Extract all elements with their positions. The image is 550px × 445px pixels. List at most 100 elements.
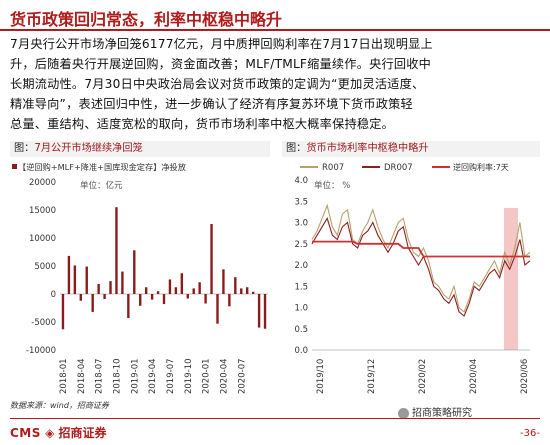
x-tick-label: 2020-07 (237, 358, 247, 394)
bar (210, 224, 213, 294)
bar (144, 287, 148, 294)
x-tick-label: 2018-10 (112, 358, 122, 394)
bar (251, 291, 255, 294)
company-logo: CMS ◈ 招商证券 (10, 424, 107, 441)
series-line-1 (311, 216, 531, 317)
bar (186, 294, 189, 299)
legend-r007: R007 (322, 163, 344, 173)
bar (150, 294, 154, 300)
x-tick-label: 2020/06 (520, 359, 530, 394)
y-tick-label: 3.0 (294, 219, 308, 229)
bar (97, 283, 100, 294)
bar (234, 277, 237, 294)
bar (73, 265, 77, 294)
bar (139, 294, 142, 306)
x-tick-label: 2018-04 (77, 358, 87, 394)
y-tick-label: 15000 (29, 206, 56, 216)
bar (174, 287, 178, 294)
wechat-tag: 招商策略研究 (398, 404, 472, 419)
bar (198, 282, 201, 294)
summary-line: 7月央行公开市场净回笼6177亿元，月中质押回购利率在7月17日出现明显上 (10, 37, 433, 51)
right-chart-title: 图：货币市场利率中枢稳中略升 (282, 141, 540, 157)
bar (61, 294, 65, 330)
series-line-2 (312, 240, 530, 258)
wechat-name: 招商策略研究 (412, 408, 472, 419)
left-chart-title: 图：7月公开市场继续净回笼 (10, 141, 270, 157)
x-tick-label: 2019/12 (367, 359, 377, 394)
y-tick-label: 10000 (29, 234, 56, 244)
bar (246, 287, 249, 294)
bar (216, 294, 219, 324)
y-tick-label: 0 (51, 290, 56, 300)
right-chart-unit: 单位： % (314, 180, 350, 191)
bar (228, 294, 231, 307)
bar (127, 294, 130, 319)
highlight-band (504, 208, 518, 350)
series-line-0 (311, 203, 531, 313)
bar (79, 294, 82, 301)
right-axes: 4.0 3.5 3.0 2.5 2.0 1.5 1.0 0.5 0.0 2019/10 2019/1… (294, 176, 530, 394)
wechat-icon (398, 407, 409, 419)
right-chart-prefix: 图： (286, 143, 307, 154)
header-bar: 货币政策回归常态，利率中枢稳中略升 (0, 0, 550, 30)
y-tick-label: 3.5 (294, 197, 308, 207)
bar (192, 288, 195, 294)
x-tick-label: 2020/02 (418, 359, 428, 394)
left-bars (61, 207, 267, 330)
bar (91, 294, 94, 312)
legend-swatch (12, 164, 17, 169)
bar (180, 273, 184, 294)
x-tick-label: 2019-07 (166, 358, 176, 394)
legend-repo: 逆回购利率:7天 (453, 162, 509, 172)
x-tick-label: 2020/04 (469, 359, 479, 394)
x-tick-label: 2020-04 (219, 358, 229, 394)
y-tick-label: 5000 (34, 262, 56, 272)
x-tick-label: 2019-10 (184, 358, 194, 394)
summary-line: 精准导向”，表述回归中性，进一步确认了经济有序复苏环境下货币政策轻 (10, 97, 413, 111)
x-tick-label: 2018-01 (59, 358, 69, 394)
y-tick-label: 2.5 (294, 240, 308, 250)
y-tick-label: 1.0 (294, 304, 308, 314)
bar (103, 294, 106, 300)
right-legend: R007 DR007 逆回购利率:7天 (300, 162, 509, 173)
legend-dr007: DR007 (384, 163, 413, 173)
footer-divider (10, 418, 540, 419)
bar (115, 207, 118, 294)
left-chart-legend: 【逆回购+MLF+降准+国库现金定存】净投放 (18, 162, 186, 172)
logo-name: 招商证券 (58, 426, 107, 440)
y-tick-label: 0.0 (294, 346, 308, 356)
page-number: -36- (520, 428, 540, 439)
summary-line: 升，后随着央行开展逆回购，资金面改善；MLF/TMLF缩量续作。央行回收中 (10, 57, 432, 71)
bar (204, 294, 207, 304)
bar (67, 255, 71, 294)
data-source: 数据来源：wind，招商证券 (10, 401, 109, 410)
y-tick-label: 20000 (29, 178, 56, 188)
logo-mark-icon: ◈ (45, 426, 55, 440)
x-tick-label: 2018-07 (95, 358, 105, 394)
y-tick-label: -10000 (26, 346, 56, 356)
left-chart-unit: 单位：亿元 (80, 180, 123, 191)
bar (109, 281, 112, 294)
bar (222, 269, 225, 294)
summary-paragraph: 7月央行公开市场净回笼6177亿元，月中质押回购利率在7月17日出现明显上 升，… (10, 34, 540, 134)
y-tick-label: 0.5 (294, 325, 308, 335)
right-lines (311, 203, 531, 317)
bar (263, 294, 267, 329)
x-tick-label: 2020-01 (202, 358, 212, 394)
summary-line: 长期流动性。7月30日中央政治局会议对货币政策的定调为“更加灵活适度、 (10, 77, 425, 91)
left-chart-title-text: 7月公开市场继续净回笼 (34, 143, 143, 154)
y-tick-label: 1.5 (294, 282, 308, 292)
y-tick-label: -5000 (31, 318, 56, 328)
logo-cms: CMS (10, 426, 41, 440)
right-line-chart: R007 DR007 逆回购利率:7天 单位： % 4.0 3.5 3.0 2.5 2.… (294, 162, 531, 394)
bar (121, 271, 124, 294)
left-chart-prefix: 图： (14, 143, 35, 154)
bar (257, 294, 261, 328)
page-title: 货币政策回归常态，利率中枢稳中略升 (10, 10, 283, 29)
bar (168, 279, 172, 294)
summary-line: 总量、重结构、适度宽松的取向，货币市场利率中枢大概率保持稳定。 (10, 117, 395, 131)
left-bar-chart: 【逆回购+MLF+降准+国库现金定存】净投放 单位：亿元 20000 15000 1… (12, 162, 268, 394)
x-tick-label: 2019-01 (130, 358, 140, 394)
x-tick-label: 2019/10 (316, 359, 326, 394)
